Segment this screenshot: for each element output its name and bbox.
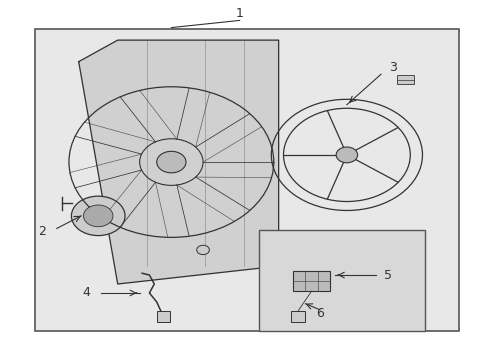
- Circle shape: [196, 245, 209, 255]
- Text: 5: 5: [384, 269, 391, 282]
- Text: 6: 6: [316, 307, 324, 320]
- Text: 2: 2: [38, 225, 46, 238]
- Bar: [396, 75, 413, 84]
- Text: 4: 4: [82, 287, 90, 300]
- Polygon shape: [79, 40, 278, 284]
- Bar: [293, 271, 329, 291]
- Circle shape: [335, 147, 357, 163]
- Bar: [290, 311, 305, 321]
- Text: 1: 1: [235, 7, 243, 20]
- Ellipse shape: [71, 196, 125, 235]
- Ellipse shape: [83, 205, 113, 227]
- Bar: [259, 230, 424, 330]
- Circle shape: [157, 151, 185, 173]
- Text: 3: 3: [388, 60, 396, 73]
- Bar: [157, 311, 170, 321]
- Bar: [35, 30, 458, 330]
